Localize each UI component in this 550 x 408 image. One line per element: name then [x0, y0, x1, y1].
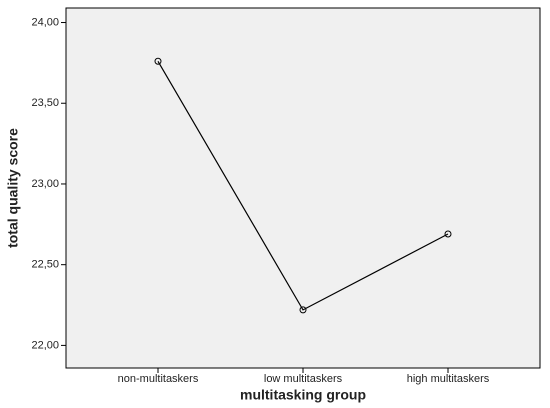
series-line — [157, 60, 449, 311]
data-point — [444, 230, 452, 238]
data-point — [299, 306, 307, 314]
y-axis-title: total quality score — [5, 128, 21, 248]
x-tick-label: high multitaskers — [407, 373, 490, 385]
plot-area — [65, 7, 541, 369]
x-tick-label: low multitaskers — [264, 373, 343, 385]
data-point — [154, 57, 162, 65]
y-tick-label: 23,00 — [31, 178, 59, 190]
x-axis-title: multitasking group — [240, 387, 366, 403]
y-tick-label: 23,50 — [31, 97, 59, 109]
y-tick-label: 22,00 — [31, 339, 59, 351]
y-tick-label: 24,00 — [31, 16, 59, 28]
x-tick-label: non-multitaskers — [118, 373, 199, 385]
y-tick-label: 22,50 — [31, 259, 59, 271]
